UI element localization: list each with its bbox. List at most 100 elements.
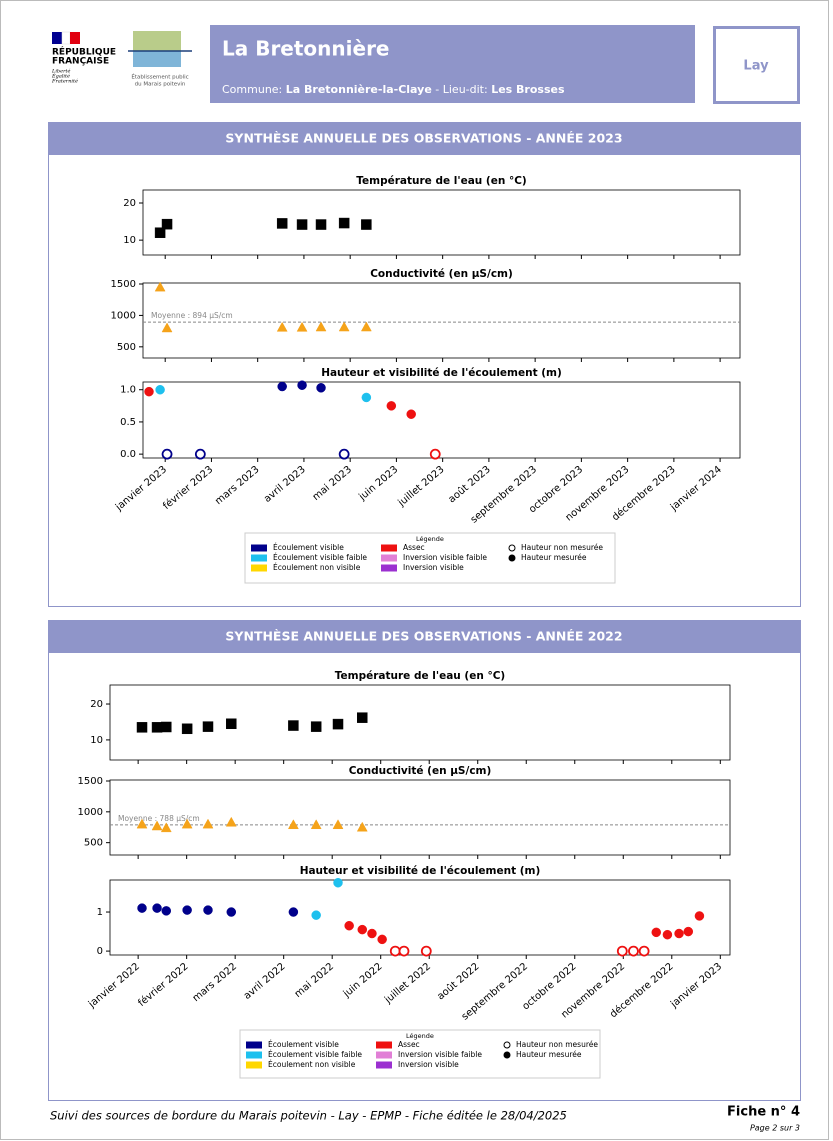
data-point	[310, 721, 322, 732]
partner-name: du Marais poitevin	[135, 82, 186, 88]
chart-title: Conductivité (en µS/cm)	[370, 268, 513, 280]
motto: Liberté	[51, 68, 70, 75]
data-point	[161, 721, 172, 733]
flag-red	[70, 32, 80, 44]
data-point	[332, 718, 344, 730]
data-point	[296, 219, 308, 230]
legend-label: Écoulement visible faible	[273, 553, 367, 562]
legend-swatch	[381, 554, 397, 562]
data-point	[151, 820, 163, 831]
data-point	[338, 321, 350, 332]
data-point	[360, 321, 372, 332]
legend-label: Inversion visible	[398, 1060, 459, 1069]
data-point	[694, 911, 705, 921]
data-point	[155, 384, 165, 395]
y-tick-label: 1500	[78, 776, 103, 787]
legend-label: Inversion visible	[403, 563, 464, 572]
data-point	[136, 722, 148, 733]
legend-swatch	[381, 564, 397, 572]
data-point	[310, 819, 322, 830]
legend-label: Assec	[398, 1040, 420, 1049]
org-line: FRANÇAISE	[52, 57, 109, 67]
y-tick-label: 1000	[78, 807, 103, 818]
data-point	[361, 219, 372, 230]
basin-box	[713, 26, 800, 104]
data-point	[154, 281, 166, 292]
partner-logo	[133, 31, 181, 51]
data-point	[398, 945, 410, 957]
legend-marker	[503, 1051, 511, 1059]
legend-label: Écoulement non visible	[268, 1060, 356, 1069]
data-point	[277, 381, 287, 392]
site-title: La Bretonnière	[222, 37, 390, 61]
partner-logo	[133, 51, 181, 67]
chart-title: Hauteur et visibilité de l'écoulement (m…	[300, 865, 541, 877]
data-point	[194, 448, 206, 460]
legend-label: Écoulement visible	[268, 1040, 339, 1049]
data-point	[181, 818, 193, 829]
legend-box	[239, 1029, 601, 1079]
plot-box	[142, 189, 741, 256]
data-point	[288, 720, 299, 731]
data-point	[181, 723, 193, 735]
legend-swatch	[246, 1041, 262, 1049]
data-point	[296, 321, 308, 332]
org-line: RÉPUBLIQUE	[52, 46, 116, 58]
data-point	[161, 906, 172, 916]
data-point	[638, 945, 650, 957]
chart-title: Hauteur et visibilité de l'écoulement (m…	[321, 367, 562, 379]
data-point	[276, 321, 288, 332]
data-point	[202, 818, 214, 829]
y-tick-label: 1000	[111, 310, 136, 321]
legend-marker	[503, 1041, 511, 1049]
y-tick-label: 500	[117, 342, 136, 353]
legend-title: Légende	[416, 535, 444, 543]
fiche-number: Fiche n° 4	[727, 1105, 800, 1120]
lieu-label: - Lieu-dit:	[432, 83, 491, 96]
legend-label: Inversion visible faible	[403, 553, 487, 562]
legend-label: Hauteur mesurée	[521, 553, 587, 562]
legend-swatch	[376, 1061, 392, 1069]
title-banner	[210, 25, 695, 103]
data-point	[616, 945, 628, 957]
data-point	[182, 905, 192, 915]
data-point	[674, 928, 684, 939]
motto: Fraternité	[51, 78, 78, 85]
flag-blue	[52, 32, 62, 44]
plot-box	[142, 381, 741, 459]
legend-label: Hauteur mesurée	[516, 1050, 582, 1059]
data-point	[683, 926, 694, 937]
data-point	[137, 903, 147, 913]
chart-title: Température de l'eau (en °C)	[335, 670, 505, 682]
data-point	[287, 819, 299, 830]
data-point	[161, 448, 173, 460]
mean-label: Moyenne : 788 µS/cm	[118, 814, 200, 823]
chart-title: Température de l'eau (en °C)	[356, 175, 526, 187]
data-point	[367, 928, 377, 939]
y-tick-label: 0.5	[120, 417, 136, 428]
lieu: Les Brosses	[491, 83, 565, 96]
data-point	[161, 218, 173, 230]
legend-label: Hauteur non mesurée	[516, 1040, 598, 1049]
data-point	[333, 877, 343, 888]
legend-label: Inversion visible faible	[398, 1050, 482, 1059]
legend-label: Écoulement visible faible	[268, 1050, 362, 1059]
data-point	[389, 945, 401, 957]
plot-box	[109, 684, 731, 761]
y-tick-label: 1	[97, 907, 103, 918]
section-title: SYNTHÈSE ANNUELLE DES OBSERVATIONS - ANN…	[225, 629, 622, 644]
data-point	[315, 321, 327, 332]
legend-swatch	[251, 544, 267, 552]
footer-text: Suivi des sources de bordure du Marais p…	[50, 1109, 567, 1123]
data-point	[356, 821, 368, 832]
partner-name: Établissement public	[131, 73, 188, 81]
y-tick-label: 1500	[111, 279, 136, 290]
data-point	[151, 722, 163, 733]
data-point	[357, 712, 368, 723]
data-point	[203, 905, 213, 915]
legend-swatch	[376, 1051, 392, 1059]
y-tick-label: 0.0	[120, 449, 136, 460]
data-point	[144, 386, 154, 397]
section-title: SYNTHÈSE ANNUELLE DES OBSERVATIONS - ANN…	[225, 131, 622, 146]
